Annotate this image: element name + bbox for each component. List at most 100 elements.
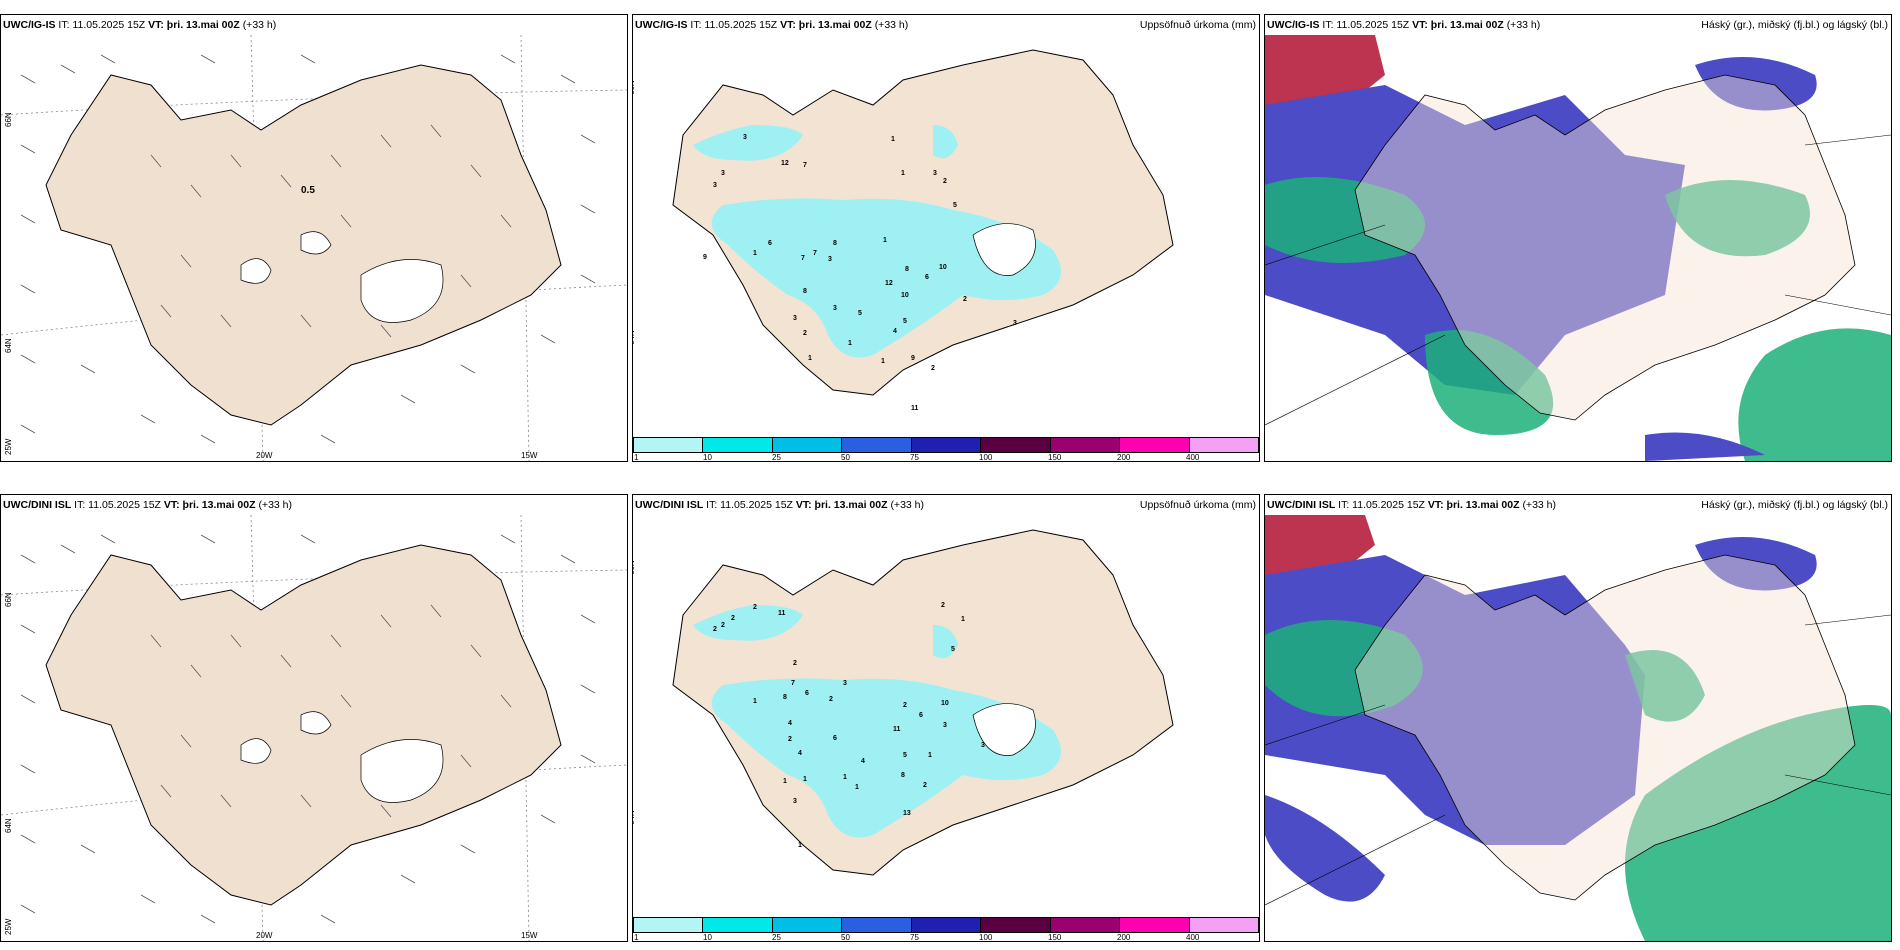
precip-color-legend	[633, 917, 1259, 937]
svg-text:8: 8	[783, 694, 787, 701]
svg-text:5: 5	[953, 202, 957, 209]
svg-text:3: 3	[743, 134, 747, 141]
panel-header: UWC/DINI ISL IT: 11.05.2025 15Z VT: þri.…	[3, 499, 292, 511]
svg-text:5: 5	[903, 318, 907, 325]
svg-text:1: 1	[843, 774, 847, 781]
lat-label-66: 66N	[632, 560, 636, 575]
legend-swatch	[772, 917, 843, 933]
legend-swatch	[1050, 437, 1121, 453]
svg-text:5: 5	[858, 310, 862, 317]
lat-label-64: 64N	[632, 330, 636, 345]
precip-panel-top: UWC/IG-IS IT: 11.05.2025 15Z VT: þri. 13…	[632, 14, 1260, 462]
svg-text:11: 11	[911, 405, 919, 412]
svg-text:2: 2	[963, 296, 967, 303]
cloud-map	[1265, 35, 1891, 461]
svg-text:4: 4	[861, 758, 865, 765]
svg-text:7: 7	[791, 680, 795, 687]
svg-text:7: 7	[801, 255, 805, 262]
legend-swatch	[1120, 917, 1190, 933]
svg-text:3: 3	[981, 742, 985, 749]
svg-text:10: 10	[941, 700, 949, 707]
panel-header: UWC/IG-IS IT: 11.05.2025 15Z VT: þri. 13…	[3, 19, 277, 31]
svg-text:2: 2	[903, 702, 907, 709]
svg-text:2: 2	[829, 696, 833, 703]
legend-swatch	[703, 437, 773, 453]
legend-swatch	[772, 437, 843, 453]
legend-swatch	[911, 437, 982, 453]
legend-swatch	[633, 437, 704, 453]
svg-text:2: 2	[788, 736, 792, 743]
svg-text:7: 7	[803, 162, 807, 169]
svg-text:1: 1	[783, 778, 787, 785]
legend-swatch	[1189, 437, 1259, 453]
cloud-title: Háský (gr.), miðský (fj.bl.) og lágský (…	[1701, 19, 1888, 31]
svg-text:2: 2	[941, 602, 945, 609]
lat-label-66: 66N	[4, 592, 13, 607]
svg-text:6: 6	[919, 712, 923, 719]
legend-swatch	[1189, 917, 1259, 933]
precip-title: Uppsöfnuð úrkoma (mm)	[1139, 499, 1256, 511]
lon-label-15w: 15W	[521, 451, 538, 460]
svg-text:3: 3	[833, 305, 837, 312]
svg-text:1: 1	[753, 698, 757, 705]
legend-swatch	[981, 437, 1051, 453]
cloud-title: Háský (gr.), miðský (fj.bl.) og lágský (…	[1701, 499, 1888, 511]
legend-swatch	[1050, 917, 1121, 933]
svg-text:6: 6	[925, 274, 929, 281]
panel-header: UWC/DINI ISL IT: 11.05.2025 15Z VT: þri.…	[1267, 499, 1556, 511]
svg-text:6: 6	[768, 240, 772, 247]
svg-text:1: 1	[881, 358, 885, 365]
lon-label-25w: 25W	[4, 918, 13, 935]
panel-header: UWC/IG-IS IT: 11.05.2025 15Z VT: þri. 13…	[635, 19, 909, 31]
svg-text:3: 3	[793, 315, 797, 322]
svg-text:12: 12	[781, 160, 789, 167]
svg-text:3: 3	[793, 798, 797, 805]
svg-text:9: 9	[703, 254, 707, 261]
svg-text:6: 6	[833, 735, 837, 742]
svg-text:11: 11	[893, 726, 901, 733]
svg-text:2: 2	[721, 622, 725, 629]
precip-title: Uppsöfnuð úrkoma (mm)	[1139, 19, 1256, 31]
legend-swatch	[842, 917, 912, 933]
precip-map: 312 7 33 11 325 18 773 69 110 812 106 28 …	[672, 49, 1174, 412]
svg-text:2: 2	[753, 604, 757, 611]
iceland-landmass	[1354, 74, 1856, 421]
svg-text:3: 3	[828, 256, 832, 263]
panel-header: UWC/DINI ISL IT: 11.05.2025 15Z VT: þri.…	[635, 499, 924, 511]
svg-text:1: 1	[848, 340, 852, 347]
svg-text:1: 1	[928, 752, 932, 759]
svg-text:2: 2	[803, 330, 807, 337]
lon-label-20w: 20W	[256, 451, 273, 460]
lat-label-66: 66N	[4, 112, 13, 127]
svg-text:2: 2	[731, 615, 735, 622]
svg-text:2: 2	[923, 782, 927, 789]
svg-text:7: 7	[813, 250, 817, 257]
svg-text:3: 3	[843, 680, 847, 687]
svg-text:6: 6	[805, 690, 809, 697]
svg-text:3: 3	[721, 170, 725, 177]
wind-value-label: 0.5	[301, 185, 315, 196]
svg-text:1: 1	[901, 170, 905, 177]
legend-ticks: 1 10 25 50 75 100 150 200 400	[634, 453, 1200, 462]
svg-text:1: 1	[855, 784, 859, 791]
svg-text:8: 8	[905, 266, 909, 273]
legend-swatch	[981, 917, 1051, 933]
legend-swatch	[911, 917, 982, 933]
svg-text:1: 1	[803, 776, 807, 783]
svg-text:2: 2	[713, 626, 717, 633]
wind-panel-bottom: UWC/DINI ISL IT: 11.05.2025 15Z VT: þri.…	[0, 494, 628, 942]
precip-panel-bottom: UWC/DINI ISL IT: 11.05.2025 15Z VT: þri.…	[632, 494, 1260, 942]
svg-text:9: 9	[911, 355, 915, 362]
svg-text:3: 3	[933, 170, 937, 177]
svg-text:11: 11	[778, 610, 786, 617]
precip-color-legend	[633, 437, 1259, 457]
svg-text:8: 8	[803, 288, 807, 295]
lat-label-64: 64N	[4, 338, 13, 353]
precip-value-labels: 312 7 33 11 325 18 773 69 110 812 106 28 …	[703, 134, 1017, 412]
cloud-map	[1265, 515, 1891, 941]
svg-text:3: 3	[713, 182, 717, 189]
wind-panel-top: UWC/IG-IS IT: 11.05.2025 15Z VT: þri. 13…	[0, 14, 628, 462]
lon-label-20w: 20W	[256, 931, 273, 940]
cloud-panel-top: UWC/IG-IS IT: 11.05.2025 15Z VT: þri. 13…	[1264, 14, 1892, 462]
svg-text:4: 4	[788, 720, 792, 727]
